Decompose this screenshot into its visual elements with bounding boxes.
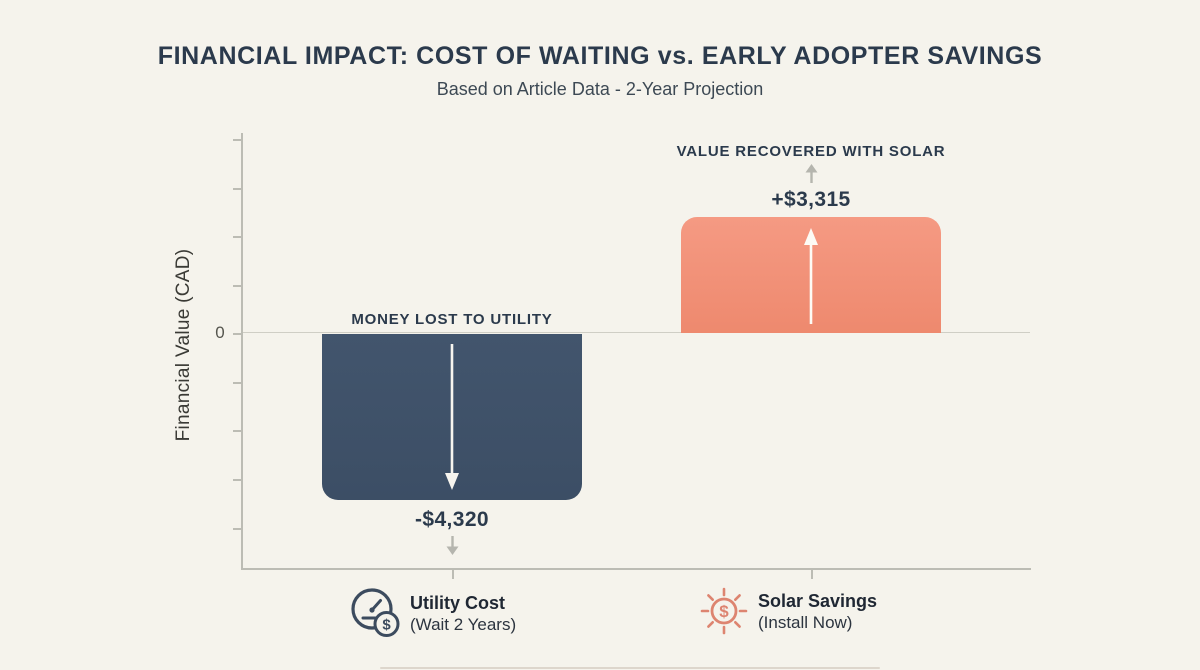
sun-dollar-icon: $	[700, 587, 748, 635]
bottom-divider	[380, 667, 880, 669]
x-tick-utility	[452, 570, 454, 579]
y-tick	[233, 285, 241, 287]
x-axis-spine	[241, 568, 1031, 570]
arrow-up-icon	[804, 228, 818, 324]
dollar-glyph: $	[382, 617, 391, 634]
y-axis-title: Financial Value (CAD)	[173, 248, 194, 442]
legend-text-utility: Utility Cost (Wait 2 Years)	[410, 592, 516, 635]
legend-item-utility-cost: $ Utility Cost (Wait 2 Years)	[347, 585, 516, 641]
value-label-solar: +$3,315	[771, 188, 851, 211]
y-tick	[233, 236, 241, 238]
page-subtitle: Based on Article Data - 2-Year Projectio…	[436, 79, 764, 99]
small-arrow-up-icon	[805, 164, 818, 183]
legend-title-utility: Utility Cost	[410, 592, 506, 613]
small-arrow-down-icon	[446, 536, 459, 555]
legend-subtitle-solar: (Install Now)	[758, 612, 853, 632]
arrow-down-icon	[445, 344, 459, 490]
page-title: FINANCIAL IMPACT: COST OF WAITING vs. EA…	[157, 42, 1043, 70]
y-tick	[233, 188, 241, 190]
y-tick	[233, 382, 241, 384]
legend-item-solar-savings: $ Solar Savings (Install Now)	[699, 586, 877, 636]
gauge-dollar-icon: $	[351, 588, 400, 637]
zero-gridline	[243, 332, 1030, 333]
y-tick	[233, 528, 241, 530]
y-tick	[233, 430, 241, 432]
y-tick	[233, 479, 241, 481]
legend-subtitle-utility: (Wait 2 Years)	[410, 614, 517, 634]
bar-label-money-lost: MONEY LOST TO UTILITY	[351, 311, 553, 328]
bar-label-value-recovered: VALUE RECOVERED WITH SOLAR	[676, 143, 946, 160]
y-axis-zero-label: 0	[215, 323, 225, 342]
y-tick	[233, 139, 241, 141]
y-tick-zero	[233, 333, 241, 335]
legend-text-solar: Solar Savings (Install Now)	[758, 590, 877, 633]
bar-utility-cost	[322, 334, 582, 500]
y-axis-spine	[241, 133, 243, 570]
dollar-glyph: $	[719, 602, 729, 621]
bar-solar-savings	[681, 217, 941, 333]
legend-title-solar: Solar Savings	[758, 590, 878, 611]
value-label-utility: -$4,320	[414, 508, 490, 531]
x-tick-solar	[811, 570, 813, 579]
